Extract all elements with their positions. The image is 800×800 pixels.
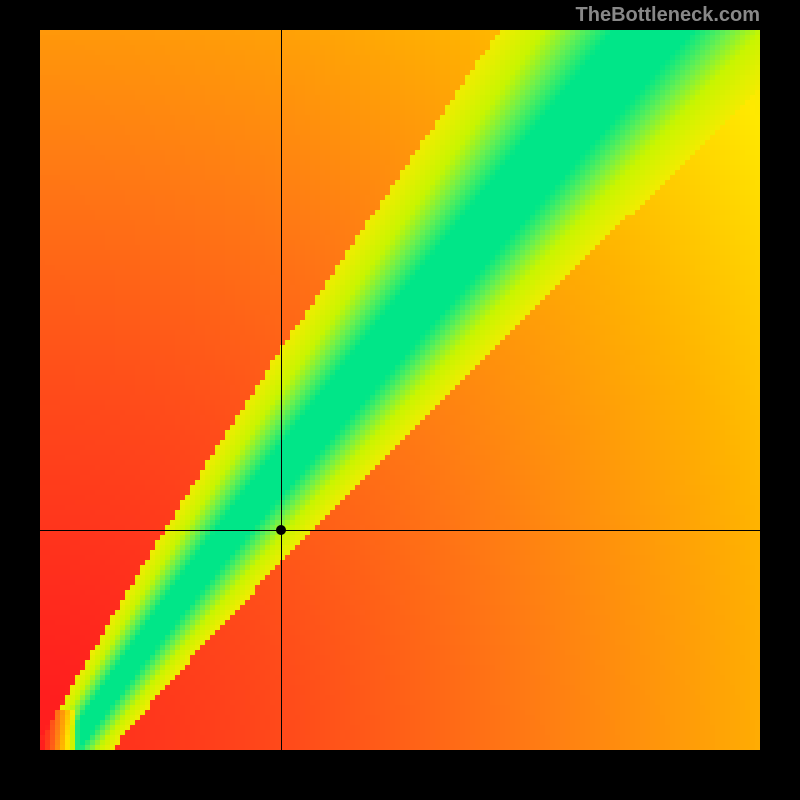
chart-container: TheBottleneck.com (0, 0, 800, 800)
heatmap-canvas (40, 30, 760, 750)
attribution-label: TheBottleneck.com (576, 4, 760, 27)
plot-area (40, 30, 760, 750)
